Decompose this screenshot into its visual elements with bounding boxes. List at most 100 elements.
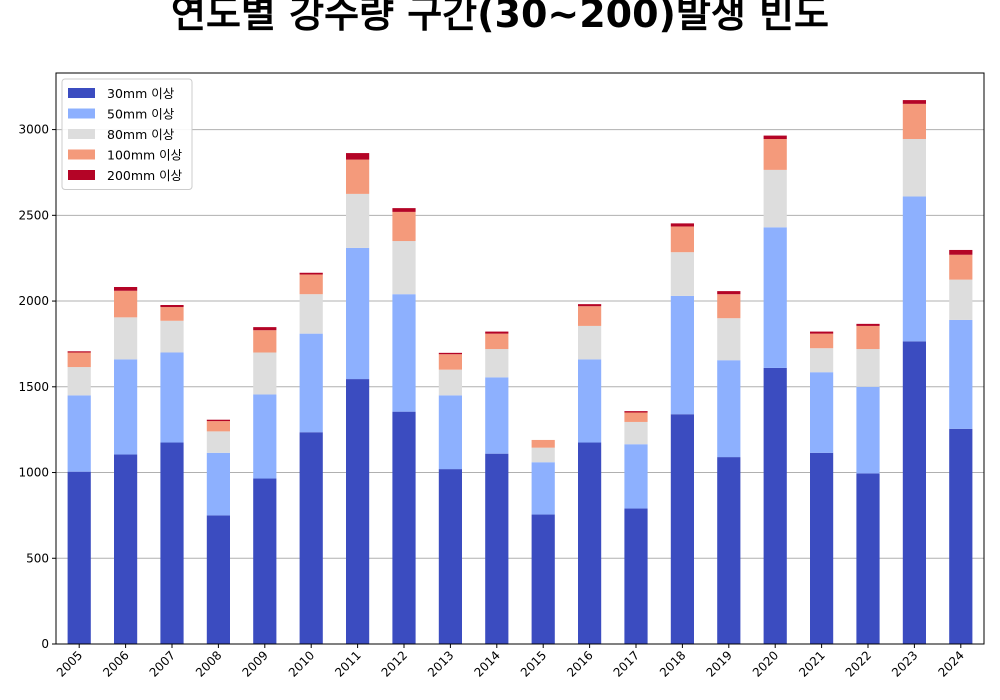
bar-segment — [299, 333, 323, 433]
bar-segment — [206, 431, 230, 453]
bar-segment — [346, 379, 370, 644]
x-tick-label: 2020 — [750, 648, 781, 679]
bar-segment — [114, 286, 138, 291]
bar-segment — [485, 453, 509, 644]
bar-segment — [578, 306, 602, 326]
x-tick-label: 2022 — [843, 648, 874, 679]
bar-segment — [902, 100, 926, 104]
bar-segment — [392, 208, 416, 212]
x-tick-label: 2011 — [332, 648, 363, 679]
bar-segment — [206, 421, 230, 432]
bar-segment — [763, 227, 787, 368]
bar-segment — [949, 249, 973, 255]
bar-segment — [392, 211, 416, 242]
legend-swatch — [68, 170, 95, 180]
bar-segment — [253, 478, 277, 644]
bar-segment — [160, 320, 184, 353]
bar-segment — [438, 469, 462, 644]
y-tick-label: 1000 — [18, 466, 49, 480]
x-tick-label: 2018 — [657, 648, 688, 679]
bar-segment — [67, 395, 91, 472]
bar-segment — [670, 252, 694, 296]
bar-segment — [160, 307, 184, 321]
bar-segment — [114, 454, 138, 644]
bar-segment — [485, 349, 509, 378]
bar-segment — [578, 442, 602, 644]
bar-segment — [856, 325, 880, 350]
bar-segment — [438, 352, 462, 355]
y-tick-label: 2000 — [18, 294, 49, 308]
bar-segment — [531, 462, 555, 515]
x-axis: 2005 2006 2007 2008 2009 2010 2011 2012 2013 2014… — [54, 644, 967, 680]
gridlines — [56, 129, 984, 559]
bar-segment — [670, 223, 694, 227]
bar-segment — [160, 442, 184, 644]
bar-segment — [206, 419, 230, 422]
x-tick-label: 2013 — [425, 648, 456, 679]
x-tick-label: 2005 — [54, 648, 85, 679]
bar-segment — [299, 272, 323, 275]
x-tick-label: 2014 — [471, 648, 502, 679]
bars — [67, 100, 973, 644]
bar-segment — [624, 421, 648, 445]
bar-segment — [856, 349, 880, 387]
bar-segment — [67, 352, 91, 368]
bar-segment — [902, 341, 926, 644]
bar-segment — [717, 457, 741, 644]
bar-segment — [949, 254, 973, 280]
bar-segment — [670, 295, 694, 415]
bar-segment — [253, 330, 277, 353]
bar-segment — [856, 473, 880, 644]
legend-label: 200mm 이상 — [107, 168, 183, 183]
bar-segment — [438, 354, 462, 370]
bar-segment — [810, 333, 834, 349]
bar-segment — [485, 333, 509, 350]
legend: 30mm 이상 50mm 이상 80mm 이상 100mm 이상 200mm 이상 — [61, 78, 193, 190]
bar-segment — [531, 514, 555, 644]
bar-segment — [299, 294, 323, 334]
bar-segment — [531, 439, 555, 448]
bar-segment — [578, 359, 602, 443]
bar-segment — [624, 508, 648, 644]
bar-segment — [949, 319, 973, 429]
bar-segment — [392, 411, 416, 644]
bar-segment — [949, 279, 973, 320]
y-tick-label: 0 — [41, 637, 49, 651]
legend-swatch — [68, 129, 95, 139]
bar-segment — [717, 291, 741, 295]
bar-segment — [206, 515, 230, 644]
bar-segment — [902, 103, 926, 140]
bar-segment — [670, 414, 694, 644]
legend-label: 100mm 이상 — [107, 148, 183, 163]
x-tick-label: 2016 — [564, 648, 595, 679]
y-tick-label: 1500 — [18, 380, 49, 394]
bar-segment — [67, 471, 91, 644]
x-tick-label: 2021 — [796, 648, 827, 679]
bar-segment — [763, 135, 787, 140]
x-tick-label: 2015 — [518, 648, 549, 679]
bar-segment — [624, 444, 648, 509]
bar-segment — [624, 412, 648, 422]
x-tick-label: 2023 — [889, 648, 920, 679]
plot-frame — [55, 72, 985, 645]
bar-segment — [717, 318, 741, 361]
bar-segment — [485, 377, 509, 454]
bar-segment — [902, 196, 926, 342]
bar-segment — [206, 452, 230, 516]
bar-segment — [392, 294, 416, 412]
bar-segment — [253, 327, 277, 331]
bar-segment — [67, 367, 91, 396]
bar-segment — [763, 367, 787, 644]
bar-segment — [949, 428, 973, 644]
x-tick-label: 2019 — [703, 648, 734, 679]
legend-swatch — [68, 108, 95, 119]
bar-segment — [902, 139, 926, 197]
legend-label: 80mm 이상 — [107, 127, 175, 142]
bar-segment — [810, 348, 834, 373]
x-tick-label: 2012 — [379, 648, 410, 679]
x-tick-label: 2009 — [239, 648, 270, 679]
legend-box — [61, 78, 193, 190]
legend-label: 30mm 이상 — [107, 86, 175, 101]
bar-segment — [624, 411, 648, 413]
